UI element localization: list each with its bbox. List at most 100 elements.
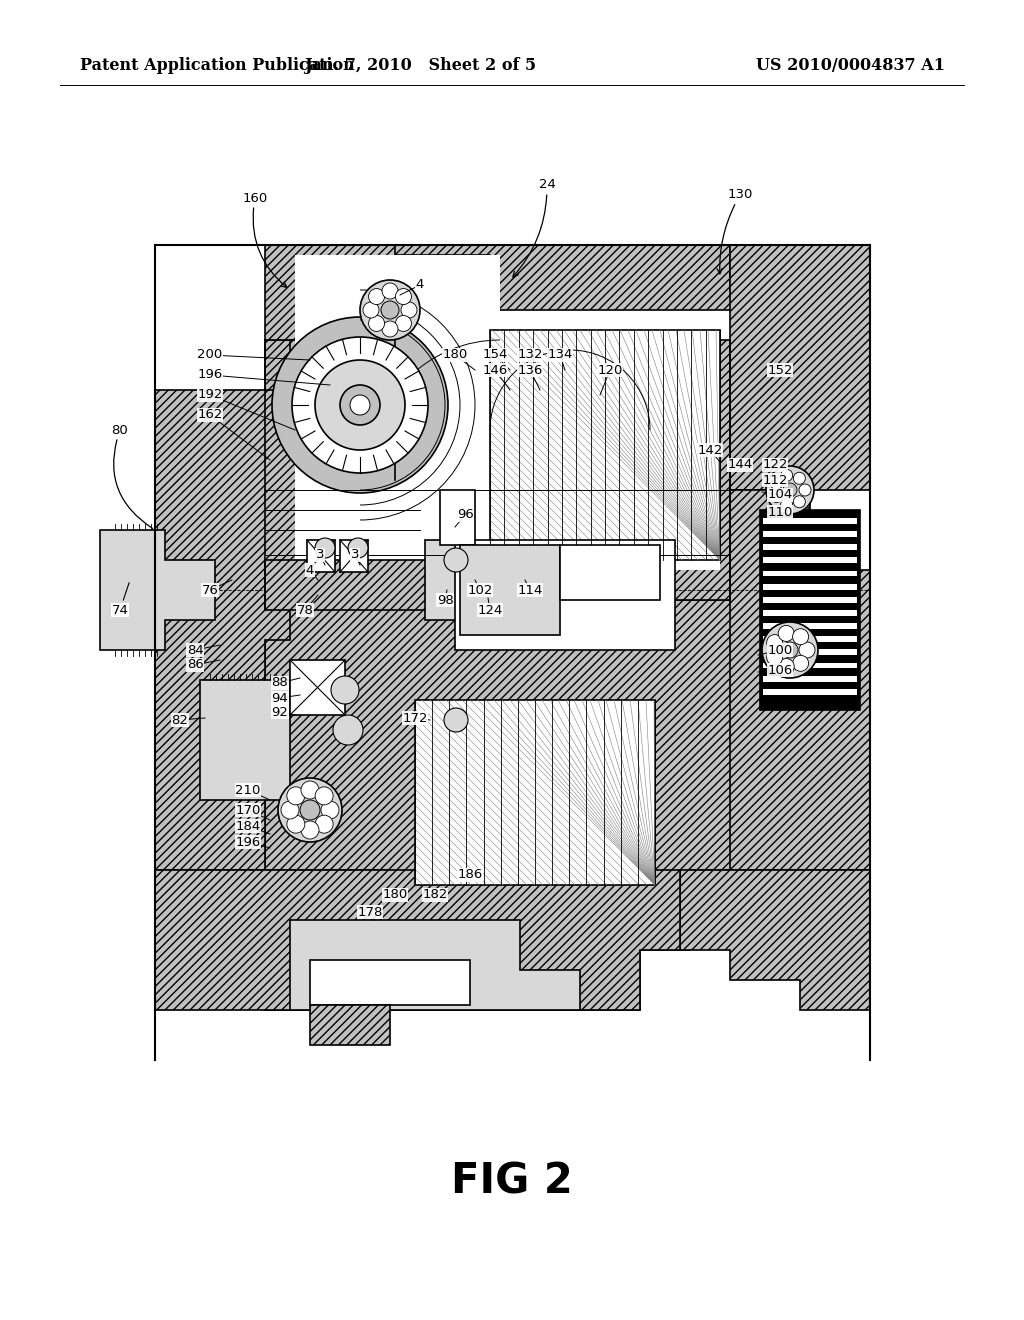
- Text: 186: 186: [458, 869, 482, 882]
- Text: 114: 114: [517, 583, 543, 597]
- Text: 24: 24: [513, 178, 555, 277]
- Text: 82: 82: [172, 714, 188, 726]
- Bar: [460, 545, 560, 635]
- Text: 94: 94: [271, 692, 289, 705]
- Text: 154: 154: [482, 348, 508, 362]
- Circle shape: [331, 676, 359, 704]
- Text: 130: 130: [717, 189, 753, 273]
- Polygon shape: [290, 246, 870, 310]
- Text: 180: 180: [442, 348, 468, 362]
- Text: 4: 4: [416, 279, 424, 292]
- Text: 184: 184: [236, 820, 261, 833]
- Bar: [763, 531, 857, 537]
- Circle shape: [766, 466, 814, 513]
- Circle shape: [382, 321, 398, 337]
- Circle shape: [778, 626, 795, 642]
- Bar: [760, 510, 860, 710]
- Circle shape: [340, 385, 380, 425]
- Text: 210: 210: [236, 784, 261, 796]
- Circle shape: [272, 317, 449, 492]
- Circle shape: [301, 781, 319, 799]
- Text: 76: 76: [202, 583, 218, 597]
- Circle shape: [360, 280, 420, 341]
- Bar: [307, 540, 335, 572]
- Text: 84: 84: [186, 644, 204, 656]
- Circle shape: [799, 484, 811, 496]
- Text: 144: 144: [727, 458, 753, 471]
- Circle shape: [794, 473, 805, 484]
- Polygon shape: [730, 490, 870, 870]
- Text: 172: 172: [402, 711, 428, 725]
- Bar: [340, 540, 368, 572]
- Bar: [763, 663, 857, 668]
- Circle shape: [444, 708, 468, 733]
- Text: 180: 180: [382, 888, 408, 902]
- Bar: [490, 330, 720, 560]
- Text: US 2010/0004837 A1: US 2010/0004837 A1: [756, 57, 945, 74]
- Circle shape: [395, 289, 412, 305]
- Text: 86: 86: [186, 659, 204, 672]
- Text: 146: 146: [482, 363, 508, 376]
- Circle shape: [315, 816, 333, 833]
- Circle shape: [382, 282, 398, 300]
- Text: 142: 142: [697, 444, 723, 457]
- Text: 170: 170: [236, 804, 261, 817]
- Bar: [290, 660, 345, 715]
- Polygon shape: [265, 560, 430, 610]
- Bar: [763, 583, 857, 590]
- Text: 4: 4: [306, 564, 314, 577]
- Circle shape: [381, 301, 399, 319]
- Circle shape: [780, 470, 793, 482]
- Circle shape: [278, 777, 342, 842]
- Text: 178: 178: [357, 906, 383, 919]
- Text: 80: 80: [112, 424, 153, 528]
- Polygon shape: [680, 870, 870, 1010]
- Bar: [763, 689, 857, 694]
- Text: 3: 3: [351, 549, 359, 561]
- Circle shape: [770, 478, 782, 490]
- Polygon shape: [730, 246, 870, 490]
- Circle shape: [287, 816, 305, 833]
- Text: 100: 100: [767, 644, 793, 656]
- Circle shape: [369, 289, 385, 305]
- Bar: [763, 649, 857, 655]
- Circle shape: [395, 315, 412, 331]
- Polygon shape: [155, 640, 390, 1010]
- Circle shape: [292, 337, 428, 473]
- Text: 152: 152: [767, 363, 793, 376]
- Circle shape: [778, 659, 795, 675]
- Circle shape: [300, 800, 319, 820]
- Text: 134: 134: [547, 348, 572, 362]
- Text: 200: 200: [198, 348, 222, 362]
- Bar: [763, 610, 857, 616]
- Text: 98: 98: [436, 594, 454, 606]
- Bar: [763, 597, 857, 603]
- Bar: [763, 517, 857, 524]
- Polygon shape: [155, 341, 395, 870]
- Text: 160: 160: [243, 191, 287, 288]
- Text: 74: 74: [112, 582, 129, 616]
- Circle shape: [770, 491, 782, 503]
- Text: 106: 106: [767, 664, 793, 676]
- Text: FIG 2: FIG 2: [452, 1160, 572, 1203]
- Text: 196: 196: [198, 368, 222, 381]
- Bar: [425, 540, 475, 620]
- Text: 136: 136: [517, 363, 543, 376]
- Circle shape: [350, 395, 370, 414]
- Circle shape: [767, 649, 782, 665]
- Circle shape: [362, 302, 379, 318]
- Circle shape: [794, 496, 805, 508]
- Circle shape: [315, 539, 335, 558]
- Text: 182: 182: [422, 888, 447, 902]
- Text: Patent Application Publication: Patent Application Publication: [80, 57, 354, 74]
- Text: Jan. 7, 2010   Sheet 2 of 5: Jan. 7, 2010 Sheet 2 of 5: [304, 57, 536, 74]
- Text: 112: 112: [762, 474, 787, 487]
- Circle shape: [767, 635, 782, 651]
- Circle shape: [793, 628, 809, 644]
- Bar: [310, 1005, 390, 1045]
- Polygon shape: [295, 255, 720, 570]
- Polygon shape: [265, 341, 730, 601]
- Text: 102: 102: [467, 583, 493, 597]
- Text: 192: 192: [198, 388, 222, 401]
- Circle shape: [315, 787, 333, 805]
